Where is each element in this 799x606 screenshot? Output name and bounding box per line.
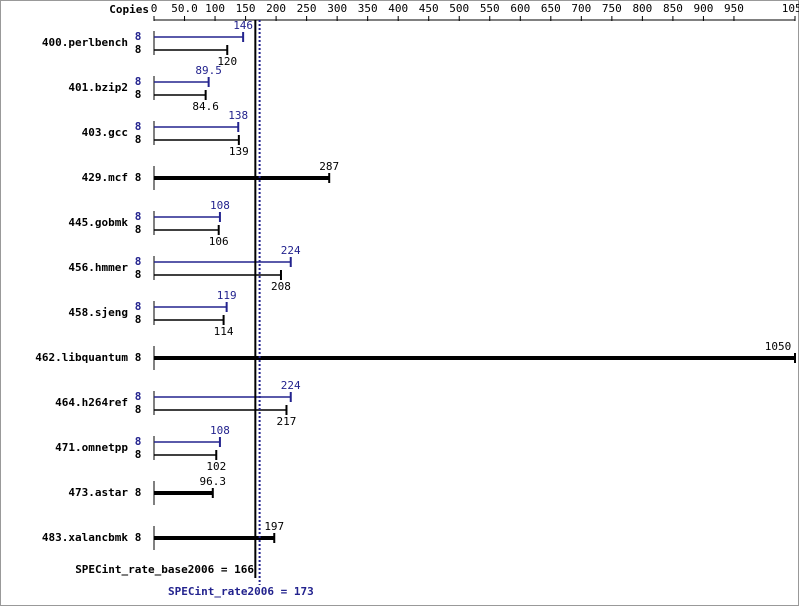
value-label: 197 bbox=[264, 520, 284, 533]
reference-label: SPECint_rate2006 = 173 bbox=[168, 585, 314, 598]
value-label: 139 bbox=[229, 145, 249, 158]
x-tick-label: 1050 bbox=[782, 2, 799, 15]
category-label: 456.hmmer bbox=[68, 261, 128, 274]
copies-label: 8 bbox=[135, 30, 142, 43]
copies-label: 8 bbox=[135, 75, 142, 88]
x-tick-label: 700 bbox=[571, 2, 591, 15]
copies-label: 8 bbox=[135, 268, 142, 281]
x-tick-label: 650 bbox=[541, 2, 561, 15]
copies-label: 8 bbox=[135, 300, 142, 313]
x-tick-label: 400 bbox=[388, 2, 408, 15]
copies-label: 8 bbox=[135, 255, 142, 268]
value-label: 224 bbox=[281, 244, 301, 257]
copies-label: 8 bbox=[135, 133, 142, 146]
x-tick-label: 850 bbox=[663, 2, 683, 15]
value-label: 114 bbox=[214, 325, 234, 338]
value-label: 119 bbox=[217, 289, 237, 302]
value-label: 108 bbox=[210, 424, 230, 437]
copies-label: 8 bbox=[135, 88, 142, 101]
x-tick-label: 150 bbox=[236, 2, 256, 15]
x-tick-label: 0 bbox=[151, 2, 158, 15]
x-tick-label: 450 bbox=[419, 2, 439, 15]
x-tick-label: 550 bbox=[480, 2, 500, 15]
x-tick-label: 900 bbox=[693, 2, 713, 15]
value-label: 138 bbox=[228, 109, 248, 122]
x-tick-label: 250 bbox=[297, 2, 317, 15]
axis-label: Copies bbox=[109, 3, 149, 16]
value-label: 89.5 bbox=[195, 64, 222, 77]
x-tick-label: 100 bbox=[205, 2, 225, 15]
x-tick-label: 750 bbox=[602, 2, 622, 15]
x-tick-label: 200 bbox=[266, 2, 286, 15]
category-label: 464.h264ref bbox=[55, 396, 128, 409]
category-label: 471.omnetpp bbox=[55, 441, 128, 454]
x-tick-label: 600 bbox=[510, 2, 530, 15]
copies-label: 8 bbox=[135, 390, 142, 403]
value-label: 84.6 bbox=[192, 100, 219, 113]
value-label: 287 bbox=[319, 160, 339, 173]
copies-label: 8 bbox=[135, 171, 142, 184]
copies-label: 8 bbox=[135, 435, 142, 448]
category-label: 401.bzip2 bbox=[68, 81, 128, 94]
category-label: 429.mcf bbox=[82, 171, 128, 184]
category-label: 483.xalancbmk bbox=[42, 531, 128, 544]
copies-label: 8 bbox=[135, 223, 142, 236]
category-label: 473.astar bbox=[68, 486, 128, 499]
copies-label: 8 bbox=[135, 210, 142, 223]
reference-label: SPECint_rate_base2006 = 166 bbox=[75, 563, 254, 576]
value-label: 217 bbox=[277, 415, 297, 428]
x-tick-label: 500 bbox=[449, 2, 469, 15]
value-label: 1050 bbox=[765, 340, 792, 353]
copies-label: 8 bbox=[135, 448, 142, 461]
copies-label: 8 bbox=[135, 351, 142, 364]
category-label: 458.sjeng bbox=[68, 306, 128, 319]
value-label: 108 bbox=[210, 199, 230, 212]
copies-label: 8 bbox=[135, 403, 142, 416]
value-label: 120 bbox=[217, 55, 237, 68]
x-tick-label: 950 bbox=[724, 2, 744, 15]
copies-label: 8 bbox=[135, 43, 142, 56]
x-tick-label: 50.0 bbox=[171, 2, 198, 15]
copies-label: 8 bbox=[135, 486, 142, 499]
x-tick-label: 800 bbox=[632, 2, 652, 15]
copies-label: 8 bbox=[135, 313, 142, 326]
value-label: 96.3 bbox=[200, 475, 227, 488]
value-label: 106 bbox=[209, 235, 229, 248]
category-label: 400.perlbench bbox=[42, 36, 128, 49]
value-label: 102 bbox=[206, 460, 226, 473]
category-label: 403.gcc bbox=[82, 126, 128, 139]
value-label: 224 bbox=[281, 379, 301, 392]
category-label: 462.libquantum bbox=[35, 351, 128, 364]
copies-label: 8 bbox=[135, 531, 142, 544]
copies-label: 8 bbox=[135, 120, 142, 133]
category-label: 445.gobmk bbox=[68, 216, 128, 229]
x-tick-label: 350 bbox=[358, 2, 378, 15]
x-tick-label: 300 bbox=[327, 2, 347, 15]
value-label: 146 bbox=[233, 19, 253, 32]
value-label: 208 bbox=[271, 280, 291, 293]
